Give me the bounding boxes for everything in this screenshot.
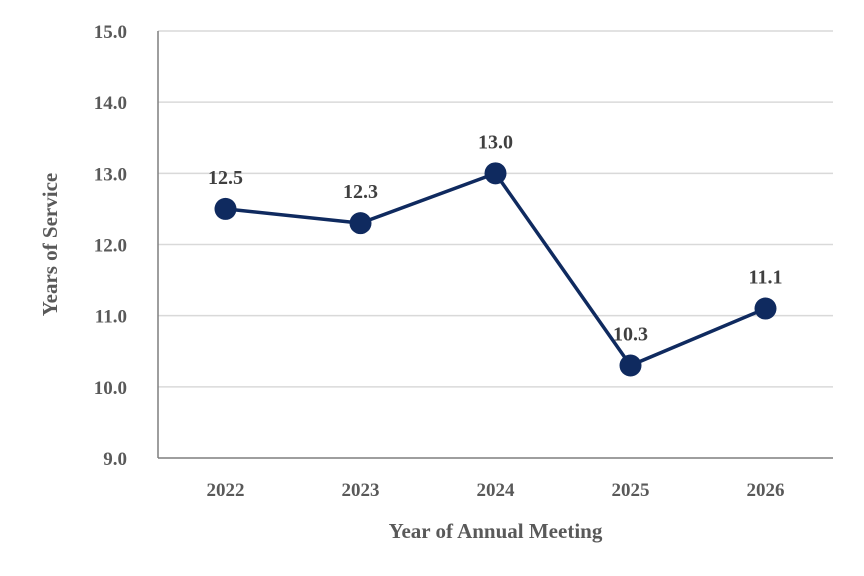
x-tick-label: 2022	[207, 480, 245, 501]
data-label: 12.5	[208, 167, 243, 189]
data-label: 13.0	[478, 131, 513, 153]
data-point	[349, 212, 372, 235]
data-point	[214, 197, 237, 220]
data-label: 12.3	[343, 181, 378, 203]
y-tick-label: 14.0	[94, 93, 127, 114]
data-label: 10.3	[613, 323, 648, 345]
y-tick-label: 12.0	[94, 236, 127, 257]
data-label: 11.1	[749, 267, 783, 289]
x-tick-label: 2023	[342, 480, 380, 501]
gridlines	[158, 30, 833, 388]
y-tick-labels: 9.0 10.0 11.0 12.0 13.0 14.0 15.0	[94, 22, 127, 470]
x-tick-label: 2024	[477, 480, 516, 501]
y-axis-title: Years of Service	[38, 173, 62, 316]
data-point	[619, 354, 642, 377]
y-tick-label: 13.0	[94, 164, 127, 185]
y-tick-label: 9.0	[103, 449, 127, 470]
x-axis-title: Year of Annual Meeting	[389, 519, 603, 543]
x-tick-labels: 2022 2023 2024 2025 2026	[207, 480, 785, 501]
y-tick-label: 10.0	[94, 378, 127, 399]
y-tick-label: 15.0	[94, 22, 127, 43]
x-tick-label: 2025	[612, 480, 650, 501]
series-years-of-service: 12.5 12.3 13.0 10.3 11.1	[208, 131, 783, 377]
data-point	[754, 297, 777, 320]
y-tick-label: 11.0	[95, 307, 127, 328]
x-tick-label: 2026	[747, 480, 785, 501]
data-point	[484, 162, 507, 185]
series-line	[225, 171, 767, 368]
